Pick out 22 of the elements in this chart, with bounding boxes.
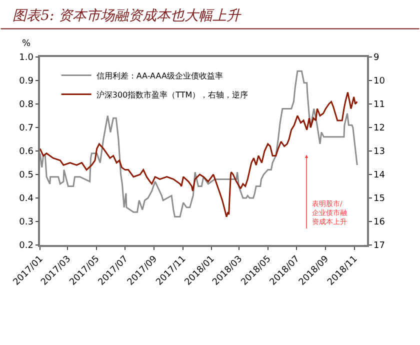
y2-tick-label: 11 (374, 100, 386, 110)
y2-tick-label: 9 (374, 53, 380, 64)
chart-title: 图表5: 资本市场融资成本也大幅上升 (12, 8, 242, 24)
y-tick-label: 0.5 (19, 170, 34, 181)
y2-tick-label: 17 (374, 241, 386, 252)
y-tick-label: 0.4 (19, 194, 34, 204)
y2-tick-label: 12 (374, 124, 386, 134)
legend-label: 信用利差：AA-AAA级企业债收益率 (96, 71, 223, 80)
y-tick-label: 0.7 (19, 124, 34, 134)
y-tick-label: 1.0 (19, 53, 34, 64)
y2-tick-label: 15 (374, 194, 386, 204)
y-tick-label: 0.2 (19, 241, 34, 252)
y-tick-label: 0.6 (19, 147, 34, 158)
y2-tick-label: 14 (374, 170, 386, 181)
y-tick-label: 0.8 (19, 100, 34, 110)
y2-tick-label: 16 (374, 218, 386, 228)
legend-label: 沪深300指数市盈率（TTM），右轴，逆序 (96, 90, 248, 100)
y2-tick-label: 10 (374, 76, 386, 87)
y2-tick-label: 13 (374, 147, 386, 158)
y-axis-title: % (22, 39, 31, 49)
y-tick-label: 0.9 (19, 76, 34, 87)
y-tick-label: 0.3 (19, 218, 34, 228)
